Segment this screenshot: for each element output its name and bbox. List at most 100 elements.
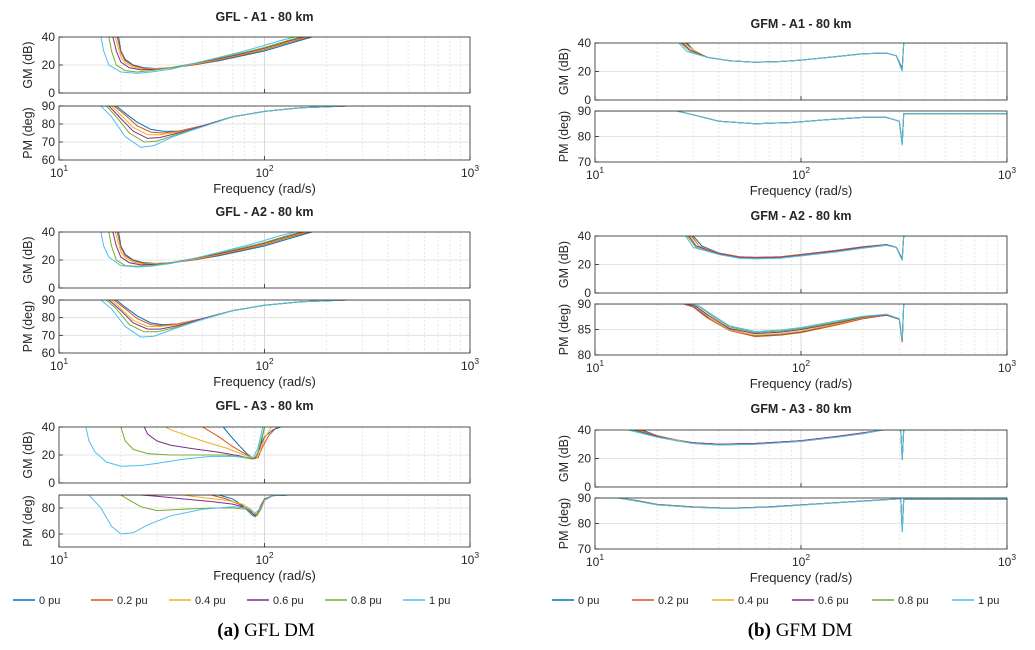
y-tick-label: 70 (578, 542, 592, 556)
y-tick-label: 60 (42, 527, 56, 541)
series-group (59, 495, 470, 535)
y-axis-label: GM (dB) (21, 431, 35, 478)
y-tick-label: 80 (578, 517, 592, 531)
y-tick-label: 80 (578, 130, 592, 144)
y-axis-label: PM (deg) (21, 301, 35, 352)
y-axis-label: GM (dB) (557, 435, 571, 482)
y-axis-label: GM (dB) (21, 41, 35, 88)
series-line-1-pu (59, 106, 470, 148)
series-line-1-pu (59, 495, 470, 535)
x-tick-label: 102 (255, 163, 273, 180)
chart-4-pm-panel: 80 85 90 PM (deg) 101 102 103 Frequency (rad/s) (557, 297, 1016, 391)
series-group (595, 111, 1007, 146)
y-tick-label: 0 (584, 480, 591, 494)
x-tick-label: 102 (792, 165, 810, 182)
legend: 0 pu 0.2 pu 0.4 pu 0.6 pu 0.8 pu 1 pu (13, 595, 450, 607)
series-group (685, 236, 1007, 261)
x-tick-label: 102 (255, 356, 273, 373)
y-tick-label: 20 (578, 65, 592, 79)
legend-label: 0.4 pu (738, 595, 769, 607)
series-line-0-8-pu (120, 427, 265, 460)
series-line-1-pu (100, 232, 295, 268)
chart-title: GFL - A1 - 80 km (216, 10, 314, 24)
series-line-1-pu (100, 37, 295, 74)
x-tick-label: 101 (586, 552, 604, 569)
y-axis-label: GM (dB) (557, 48, 571, 95)
series-line-1-pu (85, 427, 264, 467)
legend-label: 1 pu (978, 595, 999, 607)
chart-1-pm-panel: 60 70 80 90 PM (deg) 101 102 103 Frequency (rad/… (21, 99, 479, 196)
chart-title: GFM - A3 - 80 km (751, 402, 852, 416)
series-group (100, 37, 313, 74)
y-tick-label: 70 (578, 155, 592, 169)
series-line-1-pu (685, 236, 1007, 261)
x-tick-label: 103 (998, 552, 1016, 569)
series-group (678, 43, 1007, 72)
y-axis-label: PM (deg) (557, 111, 571, 162)
y-tick-label: 0 (48, 86, 55, 100)
y-tick-label: 60 (42, 346, 56, 360)
chart-5-pm-panel: 60 80 PM (deg) 101 102 103 Frequency (rad/s) (21, 494, 479, 583)
caption-b: (b) GFM DM (650, 620, 950, 642)
x-tick-label: 101 (50, 356, 68, 373)
x-axis-label: Frequency (rad/s) (750, 183, 853, 198)
series-line-1-pu (595, 498, 1007, 533)
y-tick-label: 80 (42, 311, 56, 325)
series-group (595, 304, 1007, 343)
y-tick-label: 40 (578, 423, 592, 437)
x-axis-label: Frequency (rad/s) (750, 376, 853, 391)
series-group (59, 106, 470, 148)
y-tick-label: 0 (48, 476, 55, 490)
chart-3-pm-panel: 60 70 80 90 PM (deg) 101 102 103 Frequency (rad/… (21, 293, 479, 389)
y-tick-label: 85 (578, 323, 592, 337)
y-tick-label: 90 (578, 104, 592, 118)
chart-2-pm-panel: 70 80 90 PM (deg) 101 102 103 Frequency (rad/s) (557, 104, 1016, 198)
legend: 0 pu 0.2 pu 0.4 pu 0.6 pu 0.8 pu 1 pu (552, 595, 999, 607)
legend-label: 0 pu (578, 595, 599, 607)
y-tick-label: 70 (42, 135, 56, 149)
x-tick-label: 102 (792, 552, 810, 569)
y-tick-label: 40 (42, 30, 56, 44)
chart-4-gm-panel: 0 20 40 GM (dB) (557, 229, 1008, 300)
x-tick-label: 103 (998, 165, 1016, 182)
caption-b-letter: (b) (747, 620, 771, 641)
caption-a-text: GFL DM (239, 620, 315, 641)
series-group (59, 300, 470, 338)
caption-a-letter: (a) (217, 620, 240, 641)
series-line-1-pu (595, 304, 1007, 340)
y-tick-label: 0 (584, 286, 591, 300)
x-axis-label: Frequency (rad/s) (213, 568, 316, 583)
chart-1-gm-panel: 0 20 40 GM (dB) (21, 30, 471, 100)
legend-label: 0.8 pu (898, 595, 929, 607)
y-tick-label: 70 (42, 328, 56, 342)
y-tick-label: 90 (578, 491, 592, 505)
chart-title: GFM - A1 - 80 km (751, 17, 852, 31)
x-tick-label: 103 (998, 358, 1016, 375)
y-tick-label: 20 (42, 448, 56, 462)
legend-label: 0 pu (39, 595, 60, 607)
y-tick-label: 40 (42, 420, 56, 434)
y-tick-label: 80 (42, 501, 56, 515)
chart-title: GFL - A2 - 80 km (216, 205, 314, 219)
y-tick-label: 40 (578, 36, 592, 50)
x-tick-label: 103 (461, 163, 479, 180)
y-tick-label: 20 (42, 58, 56, 72)
y-tick-label: 80 (578, 348, 592, 362)
chart-title: GFL - A3 - 80 km (216, 399, 314, 413)
y-tick-label: 20 (578, 452, 592, 466)
y-tick-label: 40 (578, 229, 592, 243)
x-tick-label: 103 (461, 550, 479, 567)
x-tick-label: 101 (50, 550, 68, 567)
chart-3-gm-panel: 0 20 40 GM (dB) (21, 225, 471, 295)
y-tick-label: 40 (42, 225, 56, 239)
x-axis-label: Frequency (rad/s) (213, 374, 316, 389)
chart-2-gm-panel: 0 20 40 GM (dB) (557, 36, 1008, 107)
y-axis-label: PM (deg) (557, 498, 571, 549)
series-group (595, 498, 1007, 533)
y-axis-label: GM (dB) (21, 236, 35, 283)
y-tick-label: 60 (42, 153, 56, 167)
series-group (628, 430, 1007, 460)
series-group (85, 427, 281, 467)
legend-label: 0.6 pu (273, 595, 304, 607)
